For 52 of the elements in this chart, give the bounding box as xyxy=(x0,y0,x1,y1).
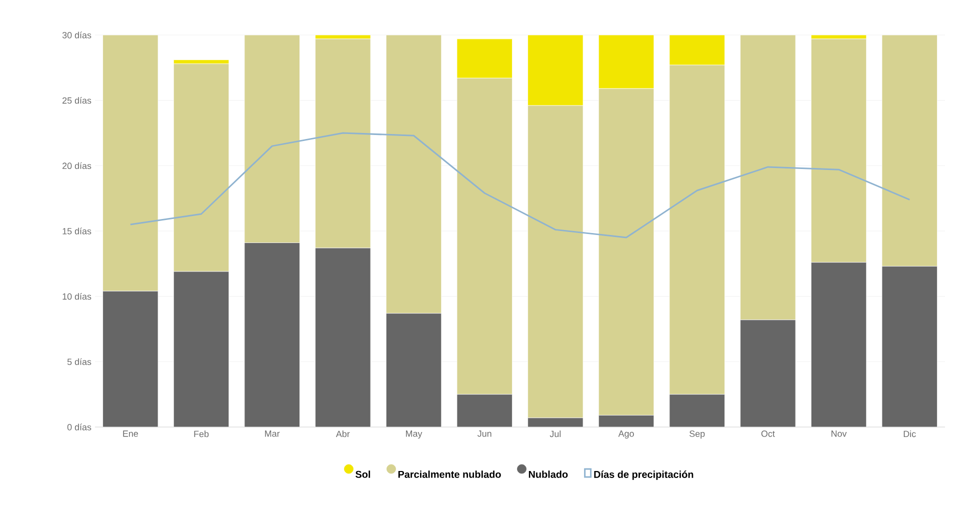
bar xyxy=(528,418,584,427)
bar xyxy=(669,394,725,427)
y-tick-label: 0 días xyxy=(67,424,92,430)
bar xyxy=(810,262,867,427)
bar xyxy=(882,35,938,266)
bar xyxy=(456,78,512,395)
bar xyxy=(598,88,654,416)
x-tick-label: Mar xyxy=(265,430,280,437)
bar xyxy=(669,64,725,395)
y-tick-label: 20 días xyxy=(62,162,92,170)
y-tick-label: 30 días xyxy=(62,32,92,38)
legend-label: Días de precipitación xyxy=(594,470,694,480)
bar xyxy=(315,38,371,248)
bar xyxy=(456,38,512,78)
x-tick-label: Ene xyxy=(123,430,138,437)
bar xyxy=(386,35,442,314)
x-tick-label: Feb xyxy=(194,430,209,438)
y-tick-label: 15 días xyxy=(62,228,92,234)
bar xyxy=(173,64,230,272)
bar xyxy=(740,35,796,320)
legend-label: Nublado xyxy=(528,470,568,478)
bar xyxy=(740,320,796,427)
bar xyxy=(244,35,300,243)
bar xyxy=(598,35,654,89)
y-tick-label: 25 días xyxy=(62,96,92,104)
x-tick-label: Jun xyxy=(478,430,492,437)
bar xyxy=(882,266,938,427)
x-tick-label: Jul xyxy=(550,430,561,438)
x-tick-label: Dic xyxy=(904,430,916,438)
bar xyxy=(102,290,158,427)
bar xyxy=(598,415,654,427)
bar xyxy=(810,38,867,263)
legend-label: Parcialmente nublado xyxy=(398,470,501,478)
x-tick-label: Abr xyxy=(336,430,350,438)
line-series xyxy=(130,132,910,238)
bar xyxy=(528,35,584,106)
bar xyxy=(244,242,300,427)
x-tick-label: Oct xyxy=(761,430,775,437)
bar xyxy=(173,271,230,427)
x-tick-label: Sep xyxy=(690,430,705,439)
bar xyxy=(456,394,512,427)
x-tick-label: Nov xyxy=(832,430,847,437)
bar xyxy=(386,313,442,427)
bar xyxy=(102,35,158,292)
bar xyxy=(669,35,725,66)
bar xyxy=(528,105,584,418)
bar xyxy=(315,248,371,427)
legend-label: Sol xyxy=(356,470,370,478)
x-tick-label: May xyxy=(406,430,422,439)
y-tick-label: 10 días xyxy=(62,292,92,300)
x-tick-label: Ago xyxy=(618,430,634,439)
y-tick-label: 5 días xyxy=(67,358,92,366)
